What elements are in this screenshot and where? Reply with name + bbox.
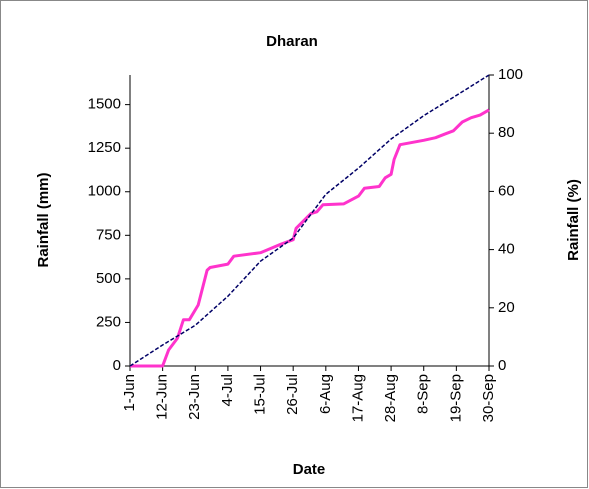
y-axis-label: Rainfall (mm): [35, 172, 52, 267]
y2-tick-label: 20: [498, 299, 515, 316]
y-tick-label: 1500: [88, 96, 121, 113]
x-tick-label: 1-Jun: [121, 374, 138, 412]
x-tick-label: 28-Aug: [382, 374, 399, 422]
x-tick-label: 26-Jul: [284, 374, 301, 415]
y-tick-label: 1000: [88, 183, 121, 200]
y-tick-label: 1250: [88, 139, 121, 156]
chart-title: Dharan: [266, 33, 318, 50]
x-tick-label: 12-Jun: [154, 374, 171, 420]
y2-tick-label: 80: [498, 124, 515, 141]
y-tick-label: 0: [113, 357, 121, 374]
y2-axis-label: Rainfall (%): [565, 179, 582, 261]
y-tick-label: 500: [96, 270, 121, 287]
x-tick-label: 19-Sep: [447, 374, 464, 422]
x-tick-label: 8-Sep: [415, 374, 432, 414]
y-tick-label: 750: [96, 226, 121, 243]
x-tick-label: 15-Jul: [252, 374, 269, 415]
x-tick-label: 6-Aug: [317, 374, 334, 414]
series-line: [130, 108, 490, 368]
y2-tick-label: 60: [498, 182, 515, 199]
y-tick-label: 250: [96, 313, 121, 330]
x-tick-label: 4-Jul: [219, 374, 236, 407]
series-line: [129, 74, 490, 367]
x-tick-label: 23-Jun: [186, 374, 203, 420]
x-tick-label: 17-Aug: [349, 374, 366, 422]
y2-tick-label: 40: [498, 241, 515, 258]
y2-tick-label: 100: [498, 66, 523, 83]
x-axis-label: Date: [293, 461, 326, 478]
y2-tick-label: 0: [498, 357, 506, 374]
x-tick-label: 30-Sep: [480, 374, 497, 422]
